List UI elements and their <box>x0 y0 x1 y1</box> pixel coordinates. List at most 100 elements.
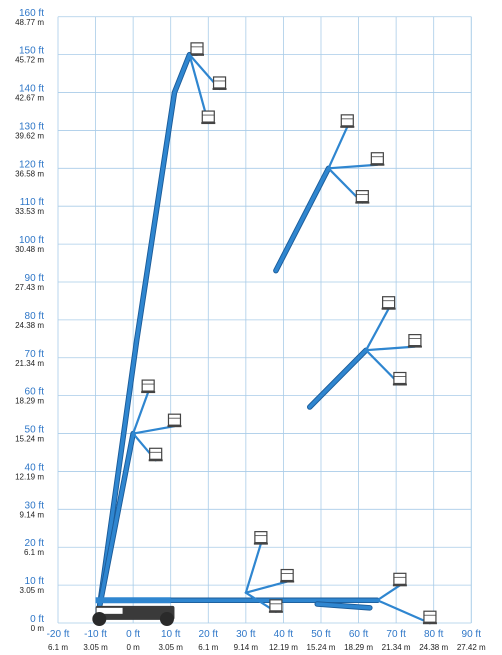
y-tick-label-ft: 100 ft <box>19 235 44 246</box>
basket-frame <box>423 610 437 623</box>
boom-section <box>315 602 372 610</box>
y-tick-label-m: 0 m <box>31 624 45 633</box>
y-tick-label-ft: 30 ft <box>25 500 45 511</box>
basket-frame <box>382 296 396 309</box>
basket-frame <box>340 114 354 127</box>
basket-icon <box>253 531 268 545</box>
basket-icon <box>148 447 163 462</box>
y-tick-label-m: 15.24 m <box>15 435 44 444</box>
jib-arm <box>364 345 417 352</box>
grid <box>57 16 472 624</box>
jib-arm <box>376 584 401 602</box>
x-tick-label-ft: 20 ft <box>199 629 219 640</box>
y-tick-label-ft: 20 ft <box>25 538 45 549</box>
y-tick-label-ft: 0 ft <box>30 614 44 625</box>
y-tick-label-m: 36.58 m <box>15 169 44 178</box>
x-tick-label-m: 6.1 m <box>198 643 218 652</box>
x-tick-label-ft: 10 ft <box>161 629 181 640</box>
basket-icon <box>268 599 283 613</box>
y-tick-label-m: 3.05 m <box>20 586 45 595</box>
y-tick-label-m: 45.72 m <box>15 56 44 65</box>
x-tick-label-ft: 90 ft <box>462 629 482 640</box>
basket-frame <box>167 413 182 426</box>
y-tick-label-ft: 110 ft <box>20 197 44 208</box>
y-tick-label-ft: 10 ft <box>25 576 45 587</box>
x-tick-label-ft: 70 ft <box>386 629 406 640</box>
basket-frame <box>280 568 294 582</box>
x-tick-label-ft: 80 ft <box>424 629 444 640</box>
y-tick-label-m: 42.67 m <box>15 94 44 103</box>
x-tick-label-ft: 0 ft <box>126 629 140 640</box>
jib-arm <box>132 425 176 435</box>
basket-icon <box>381 296 396 310</box>
y-tick-label-m: 30.48 m <box>15 245 44 254</box>
boom-section <box>307 348 368 409</box>
boom-below-grade <box>314 601 373 611</box>
lift-machine <box>92 597 175 626</box>
y-tick-label-m: 27.43 m <box>15 283 44 292</box>
y-tick-label-ft: 70 ft <box>25 349 45 360</box>
basket-floor <box>167 425 182 428</box>
basket-frame <box>408 334 422 347</box>
basket-frame <box>190 42 204 55</box>
basket-icon <box>370 152 385 166</box>
x-tick-label-ft: -20 ft <box>47 629 70 640</box>
x-tick-label-m: 15.24 m <box>307 643 336 652</box>
x-tick-label-m: 27.42 m <box>457 643 486 652</box>
basket-floor <box>212 87 227 90</box>
boom-low-high-elbow <box>96 379 182 611</box>
basket-frame <box>254 531 268 544</box>
jib-arm <box>244 542 262 594</box>
basket-frame <box>201 110 215 123</box>
basket-floor <box>253 542 268 545</box>
x-tick-label-ft: 60 ft <box>349 629 369 640</box>
basket-frame <box>393 371 407 385</box>
boom-max-height <box>96 42 227 611</box>
y-tick-label-ft: 150 ft <box>19 46 44 57</box>
wheel-icon <box>92 612 107 626</box>
y-tick-label-ft: 50 ft <box>25 425 45 436</box>
y-tick-label-ft: 140 ft <box>19 84 44 95</box>
boom-near-horizontal <box>244 531 295 613</box>
basket-frame <box>212 76 227 89</box>
basket-floor <box>381 307 396 310</box>
jib-arm <box>244 580 289 594</box>
y-tick-label-ft: 130 ft <box>19 121 44 132</box>
x-tick-label-m: 24.38 m <box>419 643 448 652</box>
basket-floor <box>407 345 422 348</box>
y-tick-label-m: 24.38 m <box>15 321 44 330</box>
x-axis-labels: -20 ft 6.1 m -10 ft 3.05 m 0 ft 0 m 10 ft 3.05 … <box>47 629 486 652</box>
basket-icon <box>201 110 216 125</box>
y-tick-label-m: 12.19 m <box>15 472 44 481</box>
x-tick-label-m: 9.14 m <box>234 643 259 652</box>
y-tick-label-m: 48.77 m <box>15 18 44 27</box>
basket-floor <box>141 391 156 394</box>
x-tick-label-ft: 40 ft <box>274 629 294 640</box>
basket-floor <box>355 201 370 204</box>
y-tick-label-ft: 40 ft <box>25 462 45 473</box>
jib-arm <box>327 125 349 170</box>
basket-frame <box>370 152 384 165</box>
basket-icon <box>212 76 227 90</box>
jib-arm <box>364 307 390 352</box>
basket-icon <box>392 572 407 587</box>
jib-arm <box>132 390 150 435</box>
basket-icon <box>167 413 182 428</box>
y-tick-label-ft: 80 ft <box>25 311 45 322</box>
wheel-icon <box>159 612 174 626</box>
boom-middle-outreach <box>306 296 422 410</box>
y-tick-label-m: 39.62 m <box>15 131 44 140</box>
basket-floor <box>392 584 407 587</box>
basket-icon <box>355 190 370 204</box>
basket-icon <box>190 42 205 56</box>
x-tick-label-m: 18.29 m <box>344 643 373 652</box>
basket-frame <box>393 572 407 585</box>
jib-arm <box>376 599 432 625</box>
x-tick-label-m: 3.05 m <box>83 643 108 652</box>
y-tick-label-m: 6.1 m <box>24 548 44 557</box>
turntable <box>95 597 171 604</box>
y-tick-label-m: 21.34 m <box>15 359 44 368</box>
basket-frame <box>355 190 369 203</box>
y-tick-label-m: 18.29 m <box>15 397 44 406</box>
